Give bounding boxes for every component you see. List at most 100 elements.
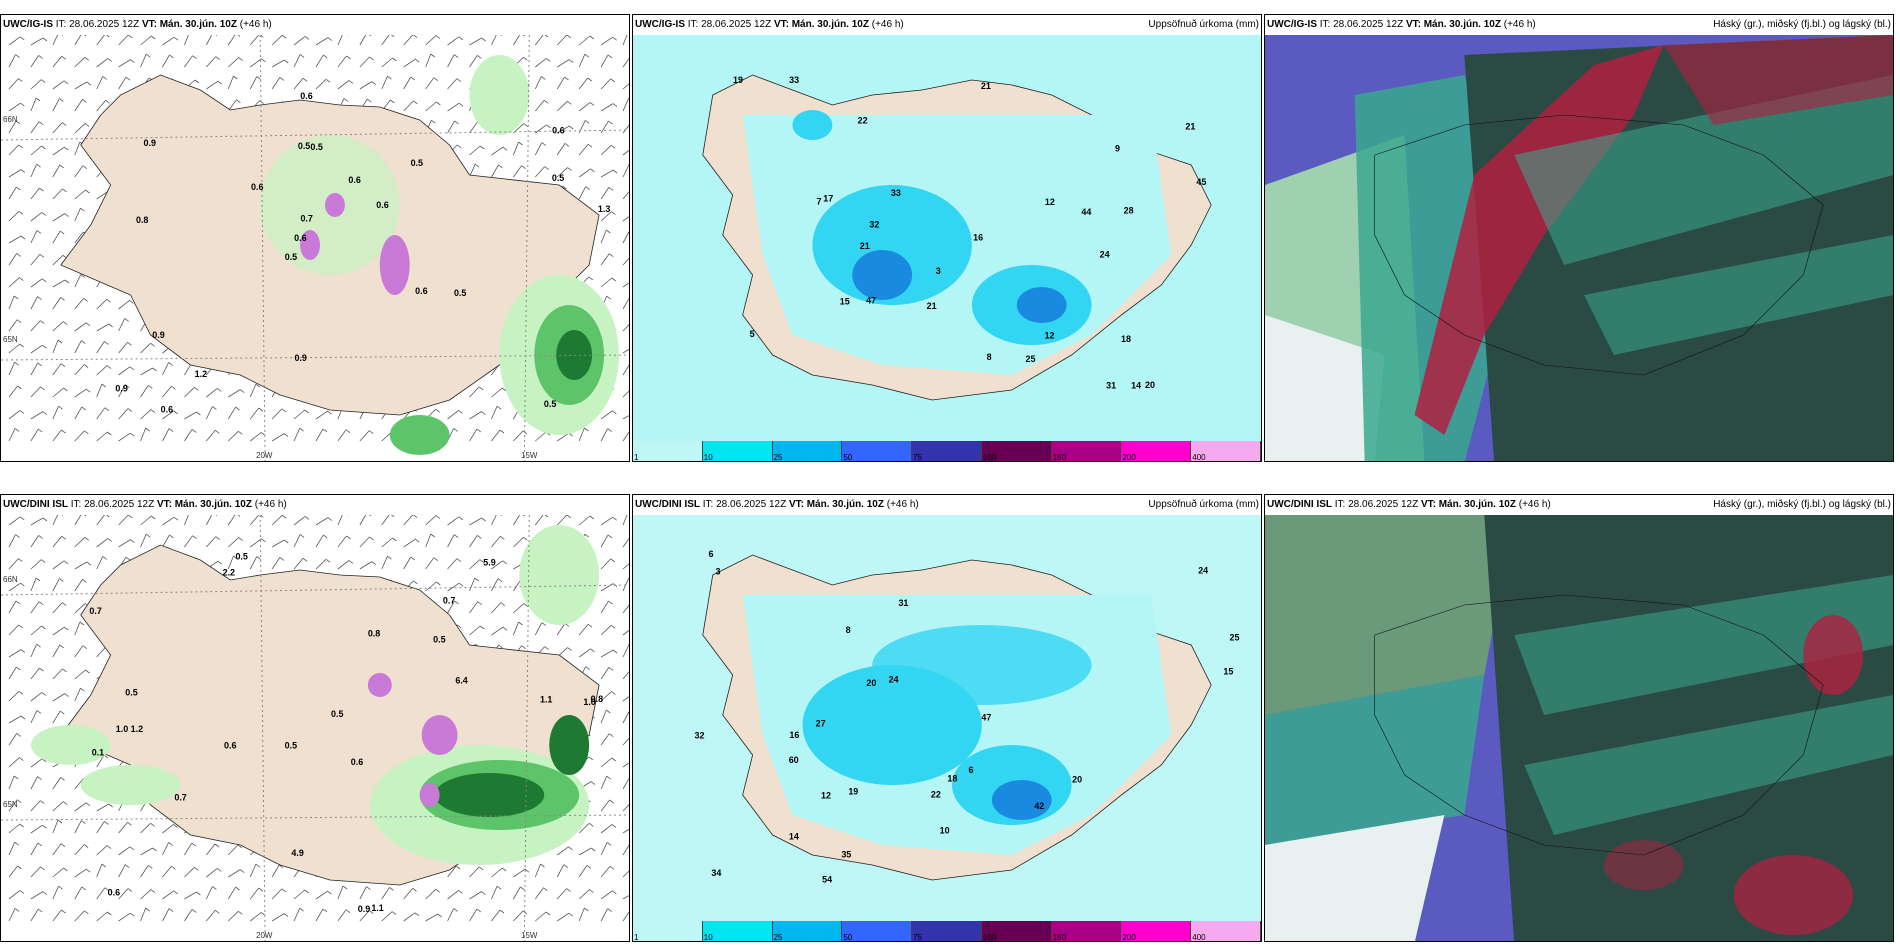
wind-barb (513, 910, 524, 922)
wind-barb (8, 319, 18, 332)
wind-barb-tick (194, 79, 200, 84)
value-label: 0.5 (285, 740, 297, 750)
wind-barb-tick (86, 81, 92, 86)
wind-barb-tick (16, 253, 21, 257)
model-name: UWC/IG-IS (1267, 19, 1317, 30)
wind-barb-tick (435, 515, 441, 519)
wind-barb-tick (567, 647, 572, 651)
wind-barb (228, 389, 241, 398)
wind-barb-tick (502, 146, 508, 151)
wind-barb-tick (590, 847, 596, 852)
wind-barb-tick (124, 384, 130, 388)
wind-barb (206, 430, 216, 442)
wind-barb-tick (145, 907, 150, 912)
wind-barb-tick (124, 864, 130, 868)
wind-values: 0.50.71.00.50.61.20.70.50.10.80.50.62.20… (89, 551, 603, 914)
wind-barb (622, 257, 629, 266)
value-label: 35 (841, 850, 851, 860)
wind-barb (600, 36, 613, 46)
wind-barb (469, 891, 482, 900)
wind-barb (118, 342, 128, 354)
wind-barb-tick (476, 428, 482, 433)
wind-barb (512, 141, 519, 156)
wind-barb (600, 866, 611, 878)
colorbar-segment: 100 (981, 921, 1052, 941)
wind-barb-tick (81, 340, 86, 344)
wind-barb (447, 516, 460, 526)
wind-barb-tick (64, 213, 69, 217)
wind-barb-tick (256, 556, 262, 560)
wind-barb (30, 121, 40, 134)
colorbar-segment: 50 (842, 921, 913, 941)
wind-barb-tick (18, 690, 24, 695)
wind-barb (52, 35, 59, 46)
wind-barb-tick (17, 385, 22, 390)
value-label: 31 (898, 598, 908, 608)
wind-barb-tick (233, 75, 238, 80)
valid-time: VT: Mán. 30.jún. 10Z (1420, 499, 1516, 510)
colorbar-label: 10 (703, 933, 713, 942)
wind-barb (513, 430, 524, 442)
wind-barb (52, 387, 64, 398)
wind-barb-tick (85, 802, 91, 807)
wind-barb-tick (14, 908, 20, 912)
value-label: 27 (816, 719, 826, 729)
wind-barb (8, 186, 17, 200)
wind-barb (403, 515, 414, 526)
init-time: IT: 28.06.2025 12Z (685, 19, 774, 30)
wind-barb (74, 603, 86, 614)
wind-barb-tick (586, 865, 592, 869)
wind-barb-tick (61, 909, 66, 914)
wind-barb (74, 123, 86, 134)
wind-barb-tick (194, 386, 199, 391)
wind-barb (206, 910, 216, 922)
value-label: 0.8 (591, 694, 603, 704)
wind-barb (622, 804, 629, 812)
wind-barb (491, 406, 498, 420)
wind-barb (578, 168, 591, 178)
wind-barb (622, 324, 629, 332)
wind-barb-tick (523, 123, 528, 127)
value-label: 24 (1100, 249, 1110, 259)
wind-barb (74, 515, 82, 526)
wind-barb (359, 886, 367, 900)
wind-barb (184, 535, 193, 548)
wind-barb (534, 76, 542, 90)
wind-barb (52, 602, 63, 614)
wind-barb (600, 733, 610, 746)
model-name: UWC/IG-IS (635, 19, 685, 30)
wind-barb (578, 823, 590, 834)
value-label: 44 (1081, 207, 1091, 217)
wind-barb-tick (40, 386, 45, 391)
wind-barb (293, 428, 301, 442)
valid-time: VT: Mán. 30.jún. 10Z (156, 499, 252, 510)
value-label: 0.5 (125, 687, 137, 697)
value-label: 0.5 (298, 141, 310, 151)
wind-barb-tick (568, 912, 574, 917)
wind-barb-tick (20, 102, 25, 107)
wind-barb (8, 823, 20, 834)
wind-barb (118, 59, 131, 68)
wind-barb-tick (20, 715, 26, 720)
wind-barb-tick (38, 121, 44, 126)
wind-barb (535, 124, 547, 134)
wind-barb (52, 886, 59, 900)
wind-barb (249, 887, 260, 900)
wind-barb (447, 908, 455, 922)
wind-barb (491, 886, 498, 900)
wind-barb-tick (606, 229, 611, 234)
wind-barb (337, 55, 347, 68)
wind-barb-tick (607, 534, 613, 539)
wind-barb-tick (19, 410, 25, 414)
value-label: 0.5 (454, 288, 466, 298)
wind-barb (74, 141, 81, 156)
wind-barb (8, 649, 22, 658)
wind-barb-tick (38, 428, 43, 433)
wind-barb (74, 430, 85, 442)
value-label: 1.2 (195, 369, 207, 379)
wind-barb (469, 517, 482, 526)
wind-barb-tick (540, 863, 545, 868)
wind-barb-tick (19, 36, 25, 41)
wind-barb (469, 601, 479, 614)
wind-barb (118, 318, 126, 332)
